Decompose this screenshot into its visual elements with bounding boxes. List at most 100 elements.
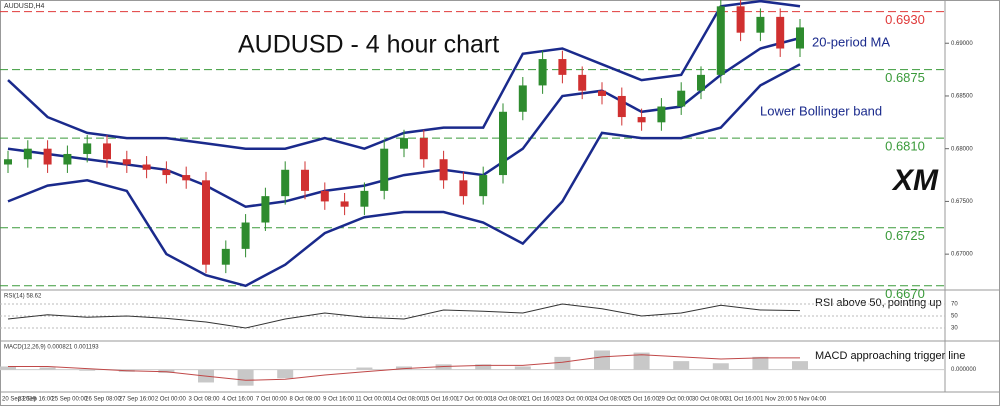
candle-body — [261, 196, 270, 223]
macd-label: MACD(12,26,9) 0.000821 0.001193 — [4, 345, 99, 351]
x-tick-label: 23 Sep 16:00 — [18, 397, 54, 403]
macd-bar — [475, 364, 492, 370]
candle-body — [756, 16, 765, 33]
y-tick-label: 0.69000 — [951, 41, 973, 47]
candle-body — [122, 159, 131, 165]
macd-bar — [594, 350, 610, 370]
candle-body — [598, 90, 606, 96]
bollinger-lower — [7, 63, 801, 288]
candle-body — [558, 59, 567, 75]
bollinger-middle — [7, 36, 801, 208]
macd-bar — [39, 367, 56, 370]
macd-bar — [752, 356, 769, 370]
candle-body — [439, 159, 448, 181]
candle-body — [617, 95, 626, 118]
candle-body — [479, 175, 488, 197]
x-tick-label: 9 Oct 16:00 — [323, 397, 355, 403]
candle-body — [281, 169, 290, 197]
candle-body — [162, 169, 171, 176]
x-tick-label: 15 Oct 16:00 — [422, 397, 457, 403]
x-tick-label: 20 Sep 2019 — [2, 397, 37, 403]
x-tick-label: 17 Oct 00:00 — [456, 397, 491, 403]
x-tick-label: 30 Oct 08:00 — [692, 397, 727, 403]
level-label: 0.6875 — [885, 70, 925, 85]
x-tick-label: 29 Oct 00:00 — [658, 397, 693, 403]
x-tick-label: 25 Oct 16:00 — [624, 397, 659, 403]
ma-annotation: 20-period MA — [812, 34, 890, 49]
candle-body — [221, 248, 230, 265]
x-tick-label: 27 Sep 16:00 — [119, 397, 155, 403]
candle-body — [736, 6, 745, 33]
x-tick-label: 8 Oct 08:00 — [289, 397, 321, 403]
candle-body — [241, 222, 250, 249]
macd-bar — [79, 369, 96, 371]
level-label: 0.6670 — [885, 286, 925, 301]
candle-body — [419, 138, 428, 160]
band-annotation: Lower Bollinger band — [760, 103, 882, 118]
candle-body — [142, 164, 151, 170]
candle-body — [657, 106, 666, 123]
y-tick-label: 0.68000 — [951, 146, 973, 152]
macd-bar — [673, 361, 690, 370]
candle-body — [637, 117, 646, 123]
macd-bar — [792, 361, 808, 370]
macd-signal — [8, 354, 800, 381]
x-tick-label: 24 Oct 08:00 — [591, 397, 626, 403]
macd-bar — [554, 356, 571, 370]
macd-bar — [633, 352, 650, 370]
candle-body — [43, 148, 52, 165]
x-tick-label: 1 Nov 20:00 — [760, 397, 793, 403]
y-tick-label: 0.67500 — [951, 199, 973, 205]
candle-body — [518, 85, 527, 112]
x-tick-label: 31 Oct 16:00 — [725, 397, 760, 403]
rsi-line — [7, 303, 801, 329]
x-tick-label: 18 Oct 08:00 — [490, 397, 525, 403]
macd-tick-label: 0.000000 — [951, 367, 977, 373]
x-tick-label: 2 Oct 00:00 — [155, 397, 187, 403]
macd-bar — [158, 369, 175, 373]
candle-body — [400, 138, 408, 149]
rsi-tick-label: 70 — [951, 302, 958, 308]
macd-bar — [514, 366, 531, 370]
x-tick-label: 11 Oct 00:00 — [355, 397, 390, 403]
candle-body — [499, 111, 507, 176]
candle-body — [716, 6, 725, 75]
candle-body — [776, 16, 785, 49]
chart-title: AUDUSD - 4 hour chart — [238, 31, 499, 59]
candle-body — [202, 180, 210, 265]
candle-body — [103, 143, 111, 160]
x-tick-label: 26 Sep 08:00 — [85, 397, 121, 403]
symbol-label: AUDUSD,H4 — [4, 3, 45, 10]
candle-body — [301, 169, 309, 191]
candle-body — [459, 180, 468, 197]
rsi-label: RSI(14) 58.62 — [4, 294, 42, 300]
candle-body — [23, 148, 32, 160]
candle-body — [697, 74, 705, 91]
macd-bar — [237, 369, 254, 386]
macd-bar — [0, 366, 16, 370]
x-tick-label: 3 Oct 08:00 — [188, 397, 220, 403]
macd-annotation: MACD approaching trigger line — [815, 350, 965, 362]
rsi-annotation: RSI above 50, pointing up — [815, 297, 942, 309]
candle-body — [320, 190, 329, 202]
candle-body — [380, 148, 389, 191]
macd-bar — [712, 363, 729, 370]
x-tick-label: 14 Oct 08:00 — [389, 397, 424, 403]
rsi-tick-label: 50 — [951, 314, 958, 320]
level-label: 0.6930 — [885, 12, 925, 27]
candle-body — [360, 190, 369, 207]
x-tick-label: 4 Oct 16:00 — [222, 397, 254, 403]
x-tick-label: 25 Sep 00:00 — [51, 397, 87, 403]
y-tick-label: 0.67000 — [951, 252, 973, 258]
x-tick-label: 21 Oct 16:00 — [523, 397, 558, 403]
x-tick-label: 5 Nov 04:00 — [794, 397, 827, 403]
candle-body — [63, 153, 72, 165]
candle-body — [796, 27, 804, 49]
y-tick-label: 0.68500 — [951, 94, 973, 100]
logo: XM — [891, 164, 939, 197]
candle-body — [4, 159, 12, 165]
macd-bar — [396, 366, 412, 370]
candle-body — [83, 143, 92, 154]
